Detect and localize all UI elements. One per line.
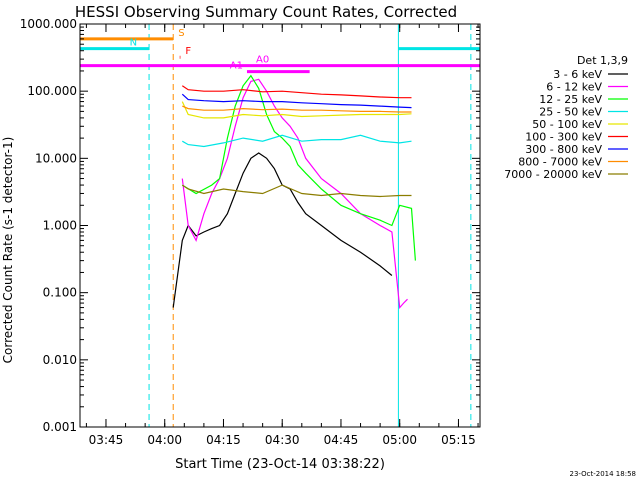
x-axis-label: Start Time (23-Oct-14 03:38:22) xyxy=(175,457,385,472)
flag-label-a1: A1 xyxy=(230,61,243,72)
y-tick-label-2: 0.100 xyxy=(43,286,77,300)
legend-label-7: 800 - 7000 keV xyxy=(518,156,602,169)
series-line-5 xyxy=(181,85,412,99)
series-line-1 xyxy=(181,78,408,310)
y-axis-label: Corrected Count Rate (s-1 detector-1) xyxy=(1,137,15,364)
series-line-8 xyxy=(181,184,412,198)
plot-frame xyxy=(79,23,481,428)
y-tick-label-6: 1000.000 xyxy=(20,17,77,31)
flag-label-f: F xyxy=(185,46,191,57)
date-stamp: 23-Oct-2014 18:58 xyxy=(570,470,636,478)
x-tick-label-4: 04:45 xyxy=(324,433,359,447)
legend-label-1: 6 - 12 keV xyxy=(546,81,602,94)
ticks-layer: 0.001 0.010 0.100 1.000 10.000 100.000 1000.00… xyxy=(20,17,480,447)
y-tick-label-1: 0.010 xyxy=(43,353,77,367)
legend-label-0: 3 - 6 keV xyxy=(553,68,602,81)
flag-label-s: S xyxy=(178,28,184,39)
x-tick-label-2: 04:15 xyxy=(206,433,241,447)
x-tick-label-5: 05:00 xyxy=(382,433,417,447)
flag-label-n: N xyxy=(130,38,137,49)
legend-label-5: 100 - 300 keV xyxy=(525,131,602,144)
y-tick-label-4: 10.000 xyxy=(35,151,77,165)
x-tick-label-3: 04:30 xyxy=(265,433,300,447)
legend-label-6: 300 - 800 keV xyxy=(525,143,602,156)
y-tick-label-5: 100.000 xyxy=(27,84,77,98)
series-line-3 xyxy=(182,134,412,148)
series-line-2 xyxy=(181,74,416,261)
series-line-0 xyxy=(172,152,393,308)
y-tick-label-0: 0.001 xyxy=(43,420,77,434)
legend-label-3: 25 - 50 keV xyxy=(539,106,602,119)
series-line-6 xyxy=(181,93,412,109)
plot-layer: S N F A0 A1 xyxy=(80,24,480,427)
y-tick-label-3: 1.000 xyxy=(43,219,77,233)
legend-label-2: 12 - 25 keV xyxy=(539,93,602,106)
x-tick-label-0: 03:45 xyxy=(89,433,124,447)
legend-title: Det 1,3,9 xyxy=(577,54,628,67)
series-line-4 xyxy=(181,101,412,119)
x-tick-label-1: 04:00 xyxy=(147,433,182,447)
legend-label-4: 50 - 100 keV xyxy=(532,118,602,131)
legend-label-8: 7000 - 20000 keV xyxy=(504,168,602,181)
x-tick-label-6: 05:15 xyxy=(441,433,476,447)
chart-title: HESSI Observing Summary Count Rates, Cor… xyxy=(75,3,457,21)
flag-label-a0: A0 xyxy=(256,55,269,66)
series-line-7 xyxy=(182,105,412,113)
